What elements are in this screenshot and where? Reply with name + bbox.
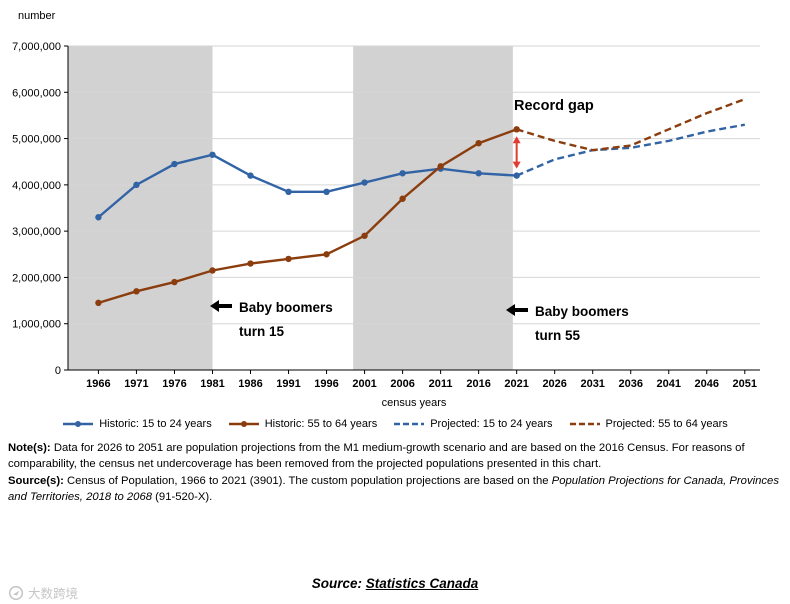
data-point (285, 188, 292, 195)
watermark-text: 大数跨境 (28, 587, 79, 601)
data-point (95, 214, 102, 221)
data-point (399, 170, 406, 177)
x-tick-label: 1991 (276, 378, 300, 390)
x-tick-label: 2036 (618, 378, 642, 390)
x-tick-label: 2001 (352, 378, 376, 390)
data-point (437, 163, 444, 170)
data-point (323, 251, 330, 258)
legend-swatch-icon (394, 422, 425, 426)
source-paragraph: Source(s): Census of Population, 1966 to… (8, 473, 782, 506)
y-tick-label: 0 (55, 365, 61, 377)
legend-swatch-icon (569, 422, 600, 426)
watermark: 大数跨境 (8, 583, 78, 602)
source-label: Source(s): (8, 474, 64, 487)
legend-swatch-icon (228, 421, 259, 427)
data-point (361, 179, 368, 186)
data-point (399, 195, 406, 202)
data-point (361, 232, 368, 239)
footer-source: Source: Statistics Canada (0, 576, 790, 591)
source-text: Census of Population, 1966 to 2021 (3901… (67, 474, 552, 487)
data-point (171, 278, 178, 286)
y-tick-label: 3,000,000 (12, 226, 61, 238)
record-gap-arrowhead-bottom (512, 161, 521, 169)
data-point (475, 170, 482, 177)
x-tick-label: 2051 (733, 378, 757, 390)
watermark-logo-icon (8, 585, 24, 600)
y-tick-label: 5,000,000 (12, 134, 61, 146)
x-tick-label: 2006 (390, 378, 414, 390)
x-tick-label: 1981 (200, 378, 224, 390)
data-point (247, 172, 254, 179)
legend-item: Projected: 15 to 24 years (393, 418, 553, 430)
x-tick-label: 1971 (124, 378, 148, 390)
legend-label: Historic: 15 to 24 years (99, 418, 212, 430)
data-point (285, 255, 292, 263)
y-axis-title: number (18, 10, 56, 22)
data-point (209, 151, 216, 158)
x-tick-label: 2021 (504, 378, 528, 390)
legend-item: Historic: 55 to 64 years (228, 418, 378, 430)
x-tick-label: 2031 (580, 378, 604, 390)
legend-item: Historic: 15 to 24 years (62, 418, 212, 430)
data-point (323, 188, 330, 195)
legend-label: Projected: 55 to 64 years (605, 418, 728, 430)
y-tick-label: 6,000,000 (12, 87, 61, 99)
data-point (95, 299, 102, 307)
statistics-canada-link[interactable]: Statistics Canada (365, 576, 479, 591)
x-tick-label: 1986 (238, 378, 262, 390)
note-label: Note(s): (8, 442, 51, 454)
series-line (98, 128, 518, 305)
x-tick-label: 2046 (695, 378, 719, 390)
series-line (97, 153, 517, 219)
data-point (475, 140, 482, 147)
legend: Historic: 15 to 24 years Historic: 55 to … (0, 418, 790, 430)
shaded-band (353, 46, 513, 370)
x-tick-label: 2016 (466, 378, 490, 390)
legend-swatch-icon (63, 421, 94, 427)
y-tick-label: 4,000,000 (12, 180, 61, 192)
data-point (209, 267, 216, 274)
legend-label: Projected: 15 to 24 years (430, 418, 553, 430)
source-text-italic: Population Projections for Canada, Provi… (8, 474, 779, 504)
data-point (171, 160, 178, 168)
x-tick-label: 1976 (162, 378, 186, 390)
source-text-end: (91-520-X). (152, 491, 213, 504)
x-tick-label: 2011 (429, 378, 453, 390)
y-tick-label: 1,000,000 (12, 319, 61, 331)
x-axis-title: census years (382, 397, 447, 409)
footer-source-prefix: Source: (311, 576, 362, 591)
x-tick-label: 2041 (657, 378, 681, 390)
data-point (133, 181, 140, 189)
x-tick-label: 1996 (314, 378, 338, 390)
data-point (247, 260, 254, 267)
y-tick-label: 2,000,000 (12, 272, 61, 284)
notes-block: Note(s): Data for 2026 to 2051 are popul… (8, 440, 782, 506)
y-tick-label: 7,000,000 (12, 41, 61, 53)
population-chart: 0 1,000,000 2,000,000 3,000,000 4,000,000 5,0… (12, 41, 760, 409)
data-point (133, 288, 140, 295)
note-text: Data for 2026 to 2051 are population pro… (8, 442, 745, 471)
record-gap-arrowhead-top (512, 136, 521, 144)
series-line (516, 123, 746, 177)
x-tick-label: 1966 (86, 378, 110, 390)
chart-area: number 0 1,000,000 2,000,000 3,000,000 4,000… (12, 10, 760, 409)
series-line (516, 98, 746, 152)
note-paragraph: Note(s): Data for 2026 to 2051 are popul… (8, 440, 782, 473)
legend-item: Projected: 55 to 64 years (569, 418, 728, 430)
shaded-band (68, 46, 213, 370)
x-tick-label: 2026 (542, 378, 566, 390)
legend-label: Historic: 55 to 64 years (264, 418, 378, 430)
